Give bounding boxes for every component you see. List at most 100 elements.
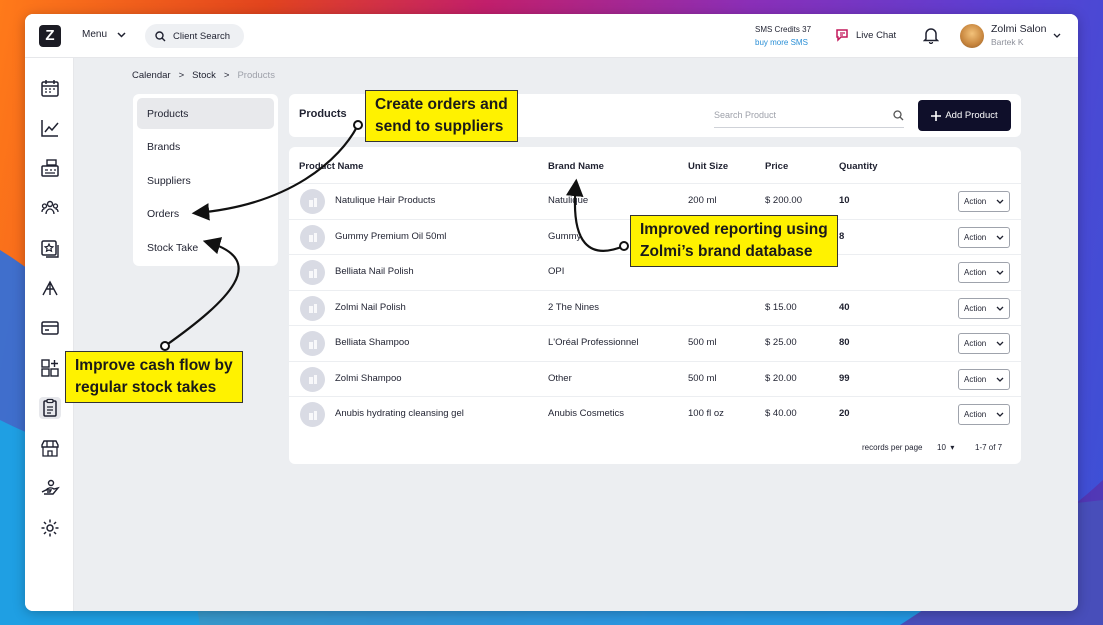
subnav-suppliers[interactable]: Suppliers — [147, 174, 191, 187]
col-quantity[interactable]: Quantity — [839, 161, 878, 172]
breadcrumb-current: Products — [237, 70, 275, 81]
app-window: Z Menu Client Search SMS Credits 37 buy … — [25, 14, 1078, 611]
row-action-label: Action — [964, 268, 987, 277]
buy-sms-link[interactable]: buy more SMS — [755, 38, 808, 47]
row-action-label: Action — [964, 197, 987, 206]
pagination-range: 1-7 of 7 — [975, 443, 1003, 452]
cell-name: Gummy Premium Oil 50ml — [335, 230, 447, 242]
subnav-brands[interactable]: Brands — [147, 141, 181, 153]
cell-size: 200 ml — [688, 195, 717, 206]
apps-add-icon[interactable] — [39, 357, 61, 379]
cell-size: 500 ml — [688, 372, 717, 384]
cell-qty: 40 — [839, 301, 850, 313]
row-action-label: Action — [964, 374, 987, 384]
products-table: Product Name Brand Name Unit Size Price … — [289, 147, 1021, 464]
product-image-icon — [300, 366, 325, 392]
cell-name: Natulique Hair Products — [335, 195, 436, 206]
product-image-icon — [300, 189, 325, 214]
search-icon — [155, 30, 166, 41]
user-menu[interactable]: Zolmi Salon Bartek K — [960, 23, 1061, 48]
cell-price: $ 20.00 — [765, 372, 797, 384]
pos-register-icon[interactable] — [39, 157, 61, 179]
stock-clipboard-icon[interactable] — [39, 397, 61, 419]
cell-qty: 20 — [839, 408, 850, 419]
cell-name: Zolmi Shampoo — [335, 372, 402, 384]
user-subtitle: Bartek K — [991, 37, 1024, 47]
shop-icon[interactable] — [39, 437, 61, 459]
callout-orders-line1: Create orders and — [375, 96, 508, 113]
chevron-down-icon — [996, 306, 1004, 311]
clients-icon[interactable] — [39, 197, 61, 219]
payments-card-icon[interactable] — [39, 317, 61, 339]
callout-reporting-line2: Zolmi’s brand database — [640, 243, 813, 260]
row-action-button[interactable]: Action — [958, 226, 1010, 248]
subnav-stock-take[interactable]: Stock Take — [147, 241, 199, 254]
cell-brand: Natulique — [548, 195, 589, 206]
product-image-icon — [300, 402, 325, 427]
cell-size: 500 ml — [688, 337, 717, 348]
col-price[interactable]: Price — [765, 161, 789, 172]
row-action-label: Action — [964, 303, 987, 313]
col-unit-size[interactable]: Unit Size — [688, 161, 729, 172]
subnav-products[interactable]: Products — [137, 98, 274, 129]
col-product-name[interactable]: Product Name — [299, 161, 364, 172]
menu-label: Menu — [82, 29, 108, 40]
cell-qty: 99 — [839, 372, 850, 384]
live-chat-label: Live Chat — [856, 30, 897, 41]
chevron-down-icon — [1053, 33, 1061, 38]
settings-gear-icon[interactable] — [39, 517, 61, 539]
row-action-label: Action — [964, 339, 987, 348]
chevron-down-icon — [996, 341, 1004, 346]
plus-icon — [931, 110, 942, 121]
records-per-page-select[interactable]: 10 ▾ — [937, 443, 954, 452]
cell-brand: Gummy — [548, 230, 582, 242]
callout-orders-line2: send to suppliers — [375, 118, 504, 135]
cell-name: Zolmi Nail Polish — [335, 301, 406, 313]
caret-down-icon: ▾ — [948, 443, 955, 452]
row-action-button[interactable]: Action — [958, 297, 1010, 319]
add-product-button[interactable]: Add Product — [918, 100, 1011, 131]
breadcrumb-calendar[interactable]: Calendar — [132, 70, 171, 81]
app-logo[interactable]: Z — [39, 25, 61, 47]
calendar-icon[interactable] — [39, 77, 61, 99]
product-image-icon — [300, 224, 325, 250]
subnav-orders[interactable]: Orders — [147, 208, 180, 220]
marketing-icon[interactable] — [39, 277, 61, 299]
client-search-button[interactable]: Client Search — [145, 24, 244, 48]
avatar — [960, 23, 984, 48]
cell-name: Belliata Nail Polish — [335, 266, 414, 277]
live-chat-button[interactable]: Live Chat — [836, 29, 896, 42]
loyalty-icon[interactable] — [39, 237, 61, 259]
row-action-button[interactable]: Action — [958, 262, 1010, 283]
breadcrumb-stock[interactable]: Stock — [192, 70, 216, 81]
cell-brand: Anubis Cosmetics — [548, 408, 625, 419]
cell-name: Belliata Shampoo — [335, 337, 410, 348]
notifications-bell-icon[interactable] — [922, 27, 940, 49]
product-search-input[interactable]: Search Product — [714, 103, 904, 128]
menu-dropdown[interactable]: Menu — [82, 29, 126, 40]
chevron-down-icon — [996, 235, 1004, 240]
records-per-page-label: records per page — [862, 443, 923, 452]
top-bar: Z Menu Client Search SMS Credits 37 buy … — [25, 14, 1078, 58]
cell-price: $ 25.00 — [765, 337, 797, 348]
chevron-down-icon — [996, 377, 1004, 382]
row-action-button[interactable]: Action — [958, 404, 1010, 425]
cell-qty: 10 — [839, 195, 850, 206]
search-icon — [893, 109, 904, 120]
table-row: Natulique Hair Products Natulique 200 ml $ … — [289, 183, 1021, 219]
staff-hand-icon[interactable] — [39, 477, 61, 499]
cell-brand: Other — [548, 372, 572, 384]
row-action-button[interactable]: Action — [958, 333, 1010, 354]
row-action-button[interactable]: Action — [958, 191, 1010, 212]
cell-qty: 80 — [839, 337, 850, 348]
row-action-button[interactable]: Action — [958, 368, 1010, 390]
chevron-down-icon — [117, 31, 126, 38]
row-action-label: Action — [964, 232, 987, 242]
callout-stock-take: Improve cash flow by regular stock takes — [65, 351, 243, 403]
analytics-icon[interactable] — [39, 117, 61, 139]
sms-credits-text: SMS Credits 37 — [755, 25, 812, 34]
col-brand-name[interactable]: Brand Name — [548, 161, 604, 172]
chat-icon — [836, 29, 848, 42]
cell-brand: L'Oréal Professionnel — [548, 337, 639, 348]
callout-stock-take-line2: regular stock takes — [75, 379, 217, 396]
